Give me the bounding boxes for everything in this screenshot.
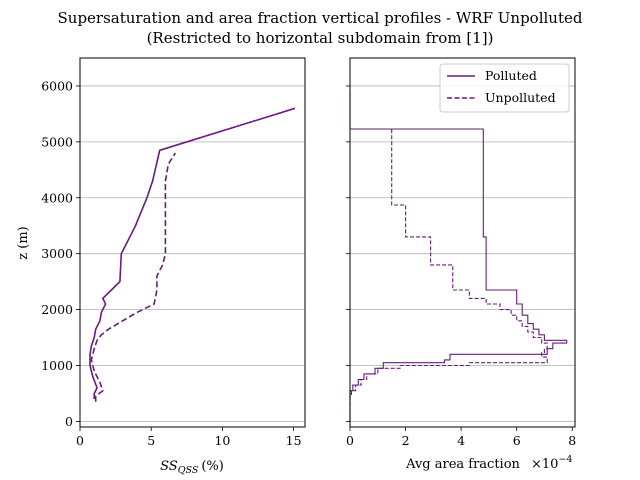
area-fraction-panel: 0 2 4 6 8 Avg area fraction ×10−4 Polluted U… — [346, 57, 576, 472]
supersaturation-x-ticks: 0 5 10 15 — [76, 427, 302, 448]
area-fraction-series — [349, 91, 568, 422]
supersaturation-y-tick-label: 4000 — [41, 190, 73, 205]
area-fraction-x-multiplier: ×10−4 — [531, 454, 572, 472]
area-fraction-grid — [350, 85, 575, 422]
supersaturation-y-tick-label: 2000 — [41, 302, 73, 317]
supersaturation-y-tick-label: 0 — [65, 414, 73, 429]
figure-title-line1: Supersaturation and area fraction vertic… — [58, 9, 583, 27]
area-fraction-y-ticks — [346, 85, 350, 422]
supersaturation-y-tick-label: 5000 — [41, 134, 73, 149]
figure-title-line2: (Restricted to horizontal subdomain from… — [147, 29, 494, 47]
legend-polluted-label: Polluted — [485, 68, 537, 83]
area-fraction-x-tick-label: 8 — [568, 433, 576, 448]
supersaturation-y-tick-label: 3000 — [41, 246, 73, 261]
area-fraction-axes-frame — [349, 57, 576, 428]
supersaturation-y-ticks: 0 1000 2000 3000 4000 5000 6000 — [41, 78, 80, 429]
supersaturation-x-tick-label: 0 — [76, 433, 84, 448]
legend-unpolluted-label: Unpolluted — [485, 90, 556, 105]
supersaturation-axes-frame — [79, 57, 306, 428]
supersaturation-y-tick-label: 1000 — [41, 358, 73, 373]
supersaturation-x-label: SSQSS (%) — [160, 459, 224, 476]
supersaturation-x-tick-label: 15 — [286, 433, 302, 448]
supersaturation-y-label: z (m) — [16, 226, 31, 259]
area-fraction-x-tick-label: 0 — [346, 433, 354, 448]
area-fraction-line-unpolluted — [349, 128, 548, 422]
area-fraction-x-tick-label: 6 — [513, 433, 521, 448]
area-fraction-x-tick-label: 4 — [457, 433, 465, 448]
supersaturation-x-tick-label: 5 — [147, 433, 155, 448]
area-fraction-x-ticks: 0 2 4 6 8 — [346, 427, 576, 448]
area-fraction-x-tick-label: 2 — [402, 433, 410, 448]
area-fraction-line-polluted — [349, 91, 568, 422]
area-fraction-x-label: Avg area fraction — [405, 457, 520, 472]
supersaturation-panel: 0 5 10 15 0 1000 2000 3000 4000 5000 6000 SSQSS (%… — [16, 57, 306, 476]
supersaturation-y-tick-label: 6000 — [41, 78, 73, 93]
supersaturation-x-tick-label: 10 — [214, 433, 230, 448]
supersaturation-line-polluted — [89, 107, 296, 399]
supersaturation-grid — [80, 85, 305, 422]
legend: Polluted Unpolluted — [439, 63, 570, 113]
supersaturation-line-unpolluted — [90, 152, 177, 402]
supersaturation-series — [89, 107, 296, 402]
